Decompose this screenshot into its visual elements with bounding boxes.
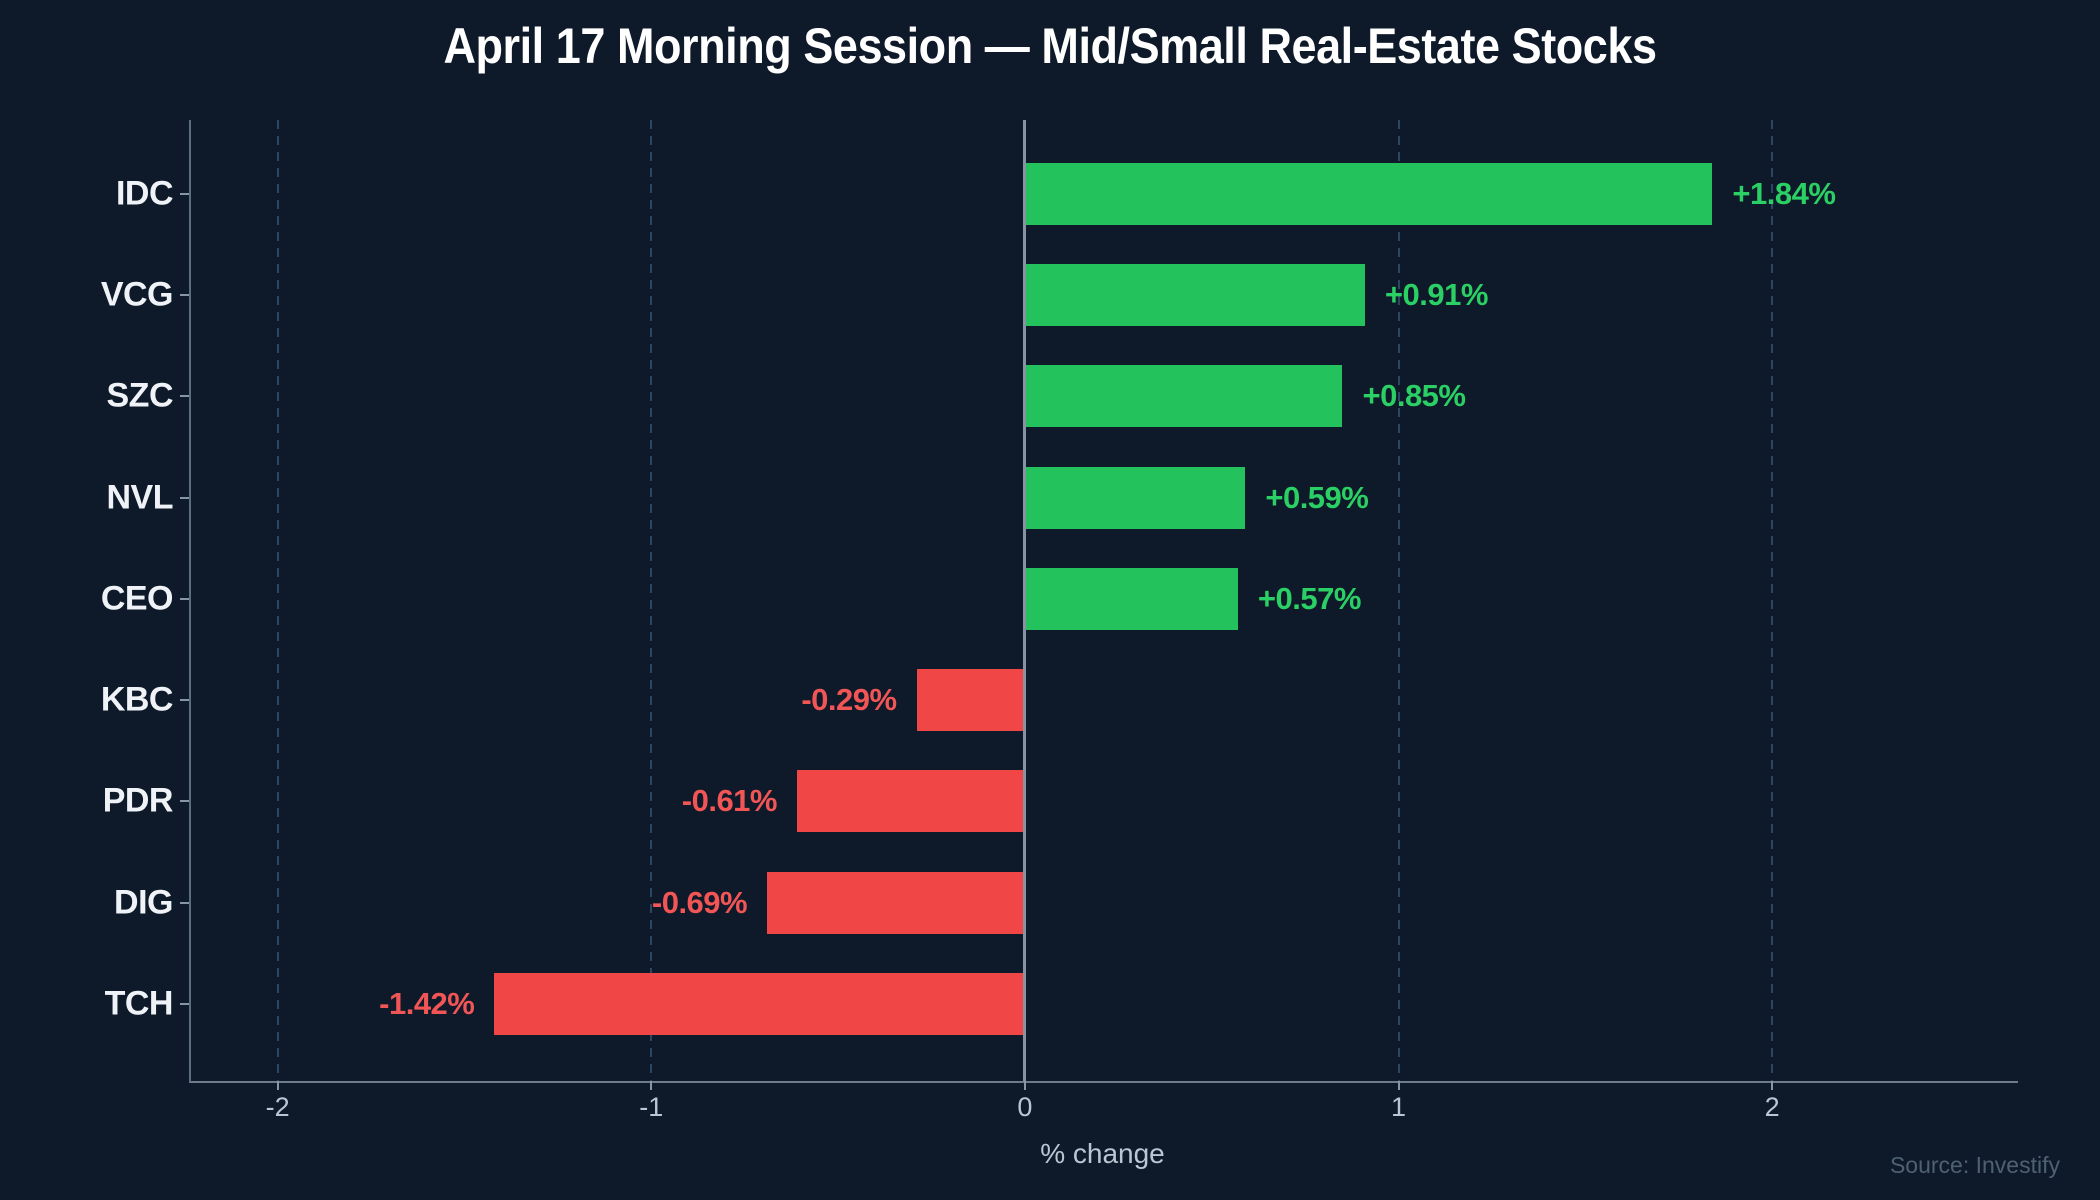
y-tick-label: SZC xyxy=(106,376,174,415)
vertical-gridline xyxy=(276,120,279,1081)
positive-bar xyxy=(1024,162,1713,225)
y-tick-label: TCH xyxy=(104,984,174,1023)
x-tick-mark xyxy=(650,1081,653,1090)
negative-bar xyxy=(916,669,1025,732)
positive-bar xyxy=(1024,365,1343,428)
y-tick-label: KBC xyxy=(100,680,174,719)
vertical-gridline xyxy=(1397,120,1400,1081)
x-tick-mark xyxy=(1023,1081,1026,1090)
plot-area: IDC +1.84% VCG +0.91% SZC +0.85% NVL +0.59% CEO +… xyxy=(101,120,2018,1122)
bar-row: TCH -1.42% xyxy=(105,953,2018,1054)
vertical-gridline xyxy=(650,120,653,1081)
bar-value-label: -1.42% xyxy=(379,986,475,1022)
bar-value-label: -0.61% xyxy=(681,783,778,819)
y-tick-mark xyxy=(180,699,189,702)
y-tick-mark xyxy=(180,800,189,803)
y-tick-mark xyxy=(180,1003,189,1006)
source-annotation: Source: Investify xyxy=(1889,1152,2060,1178)
y-tick-mark xyxy=(180,597,189,600)
bar-value-label: +0.57% xyxy=(1257,580,1362,616)
negative-bar xyxy=(797,770,1025,833)
y-tick-label: PDR xyxy=(102,781,174,820)
x-tick-mark xyxy=(1771,1081,1774,1090)
negative-bar xyxy=(494,973,1025,1036)
y-tick-mark xyxy=(180,293,189,296)
bar-value-label: +0.59% xyxy=(1265,479,1369,515)
y-tick-mark xyxy=(180,395,189,398)
y-tick-label: NVL xyxy=(106,478,174,517)
bar-value-label: +1.84% xyxy=(1732,175,1836,211)
bar-row: IDC +1.84% xyxy=(116,143,2018,244)
bar-value-label: -0.29% xyxy=(801,682,897,718)
bar-row: NVL +0.59% xyxy=(107,447,2018,548)
bar-row: CEO +0.57% xyxy=(101,548,2018,649)
x-tick-label: 2 xyxy=(1764,1092,1780,1122)
x-axis-label: % change xyxy=(1040,1138,1165,1169)
chart-title: April 17 Morning Session — Mid/Small Rea… xyxy=(443,18,1657,74)
x-tick-mark xyxy=(1397,1081,1400,1090)
bar-row: KBC -0.29% xyxy=(101,650,2018,751)
x-tick-label: -2 xyxy=(265,1092,290,1122)
y-tick-mark xyxy=(180,901,189,904)
positive-bar xyxy=(1024,567,1238,630)
x-tick-label: 1 xyxy=(1391,1092,1407,1122)
positive-bar xyxy=(1024,263,1365,326)
zero-axis-line xyxy=(1023,120,1027,1081)
bar-value-label: -0.69% xyxy=(651,884,748,920)
positive-bar xyxy=(1024,466,1246,529)
bar-value-label: +0.91% xyxy=(1384,276,1489,312)
x-tick-label: -1 xyxy=(639,1092,664,1122)
bar-row: PDR -0.61% xyxy=(103,751,2018,852)
y-tick-label: VCG xyxy=(100,275,174,314)
bar-row: DIG -0.69% xyxy=(114,852,2018,953)
bar-value-label: +0.85% xyxy=(1362,378,1466,414)
y-tick-label: DIG xyxy=(114,883,173,922)
negative-bar xyxy=(767,871,1025,934)
y-tick-mark xyxy=(180,496,189,499)
y-tick-mark xyxy=(180,192,189,195)
vertical-gridline xyxy=(1771,120,1774,1081)
x-tick-mark xyxy=(276,1081,279,1090)
x-tick-label: 0 xyxy=(1017,1092,1033,1122)
bar-row: SZC +0.85% xyxy=(107,346,2018,447)
bar-row: VCG +0.91% xyxy=(101,244,2018,345)
y-tick-label: CEO xyxy=(100,579,174,618)
y-tick-label: IDC xyxy=(115,174,174,213)
